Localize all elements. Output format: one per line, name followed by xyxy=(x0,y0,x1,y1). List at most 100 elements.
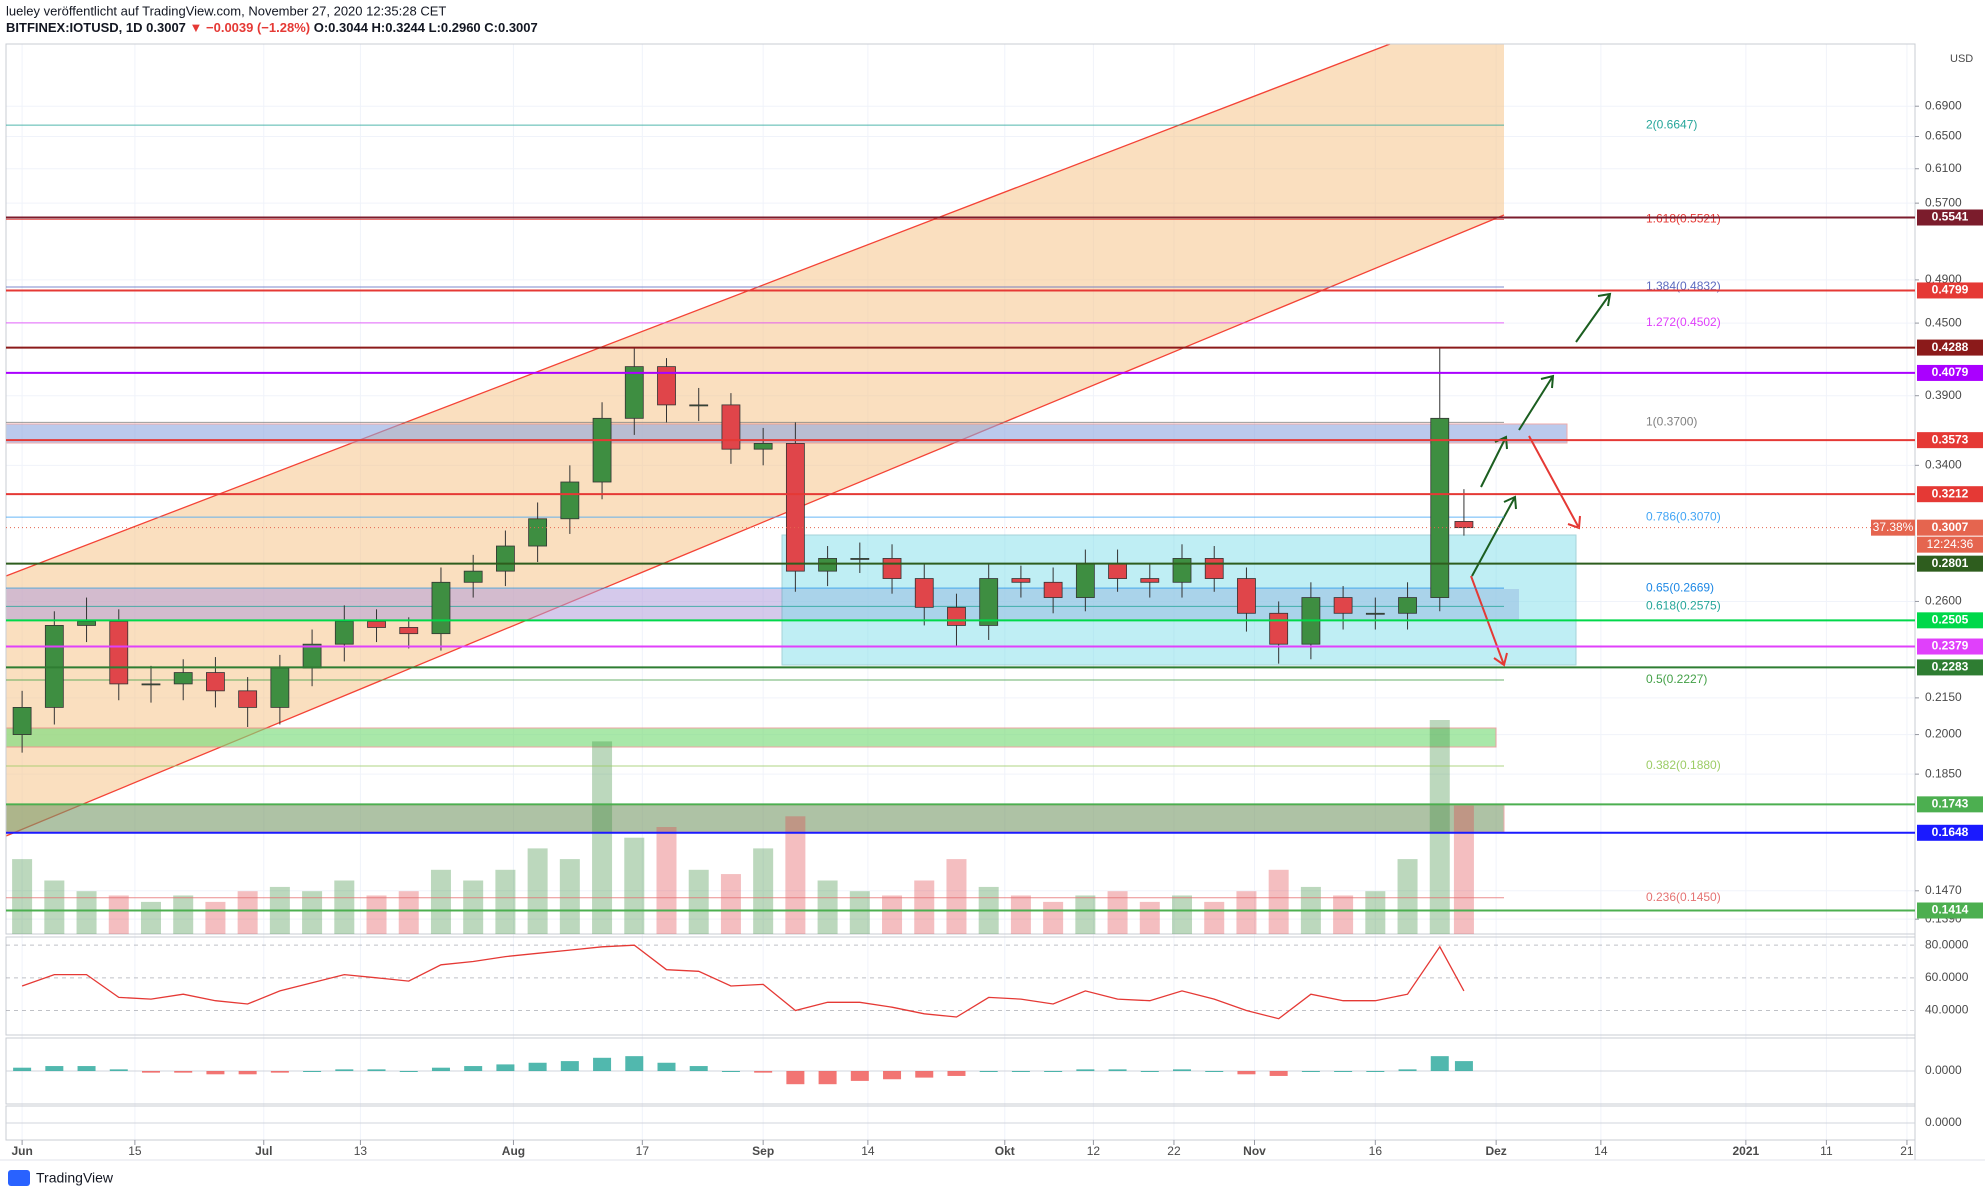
macd-bar xyxy=(979,1071,998,1072)
candle-body xyxy=(947,606,966,626)
macd-bar xyxy=(754,1071,773,1073)
y-tick-label: 0.2000 xyxy=(1925,727,1962,741)
candle-body xyxy=(560,481,580,520)
symbol-line: BITFINEX:IOTUSD, 1D 0.3007 ▼ −0.0039 (−1… xyxy=(6,20,538,35)
arrow xyxy=(1518,374,1555,431)
macd-bar xyxy=(560,1061,579,1071)
volume-bar xyxy=(720,874,741,934)
candle-body xyxy=(785,443,805,572)
volume-bar xyxy=(656,827,677,934)
macd-bar xyxy=(303,1071,322,1072)
candle-body xyxy=(1011,578,1031,583)
x-tick-label: Jul xyxy=(255,1144,272,1158)
volume-bar xyxy=(463,880,484,934)
volume-bar xyxy=(366,895,387,934)
fib-label: 1.272(0.4502) xyxy=(1646,315,1721,329)
y-tick-label: 0.5700 xyxy=(1925,195,1962,209)
macd-bar xyxy=(1076,1069,1095,1071)
candle-body xyxy=(1365,612,1385,615)
macd-bar xyxy=(1140,1071,1159,1072)
candle-body xyxy=(496,545,515,572)
level-label: 0.4799 xyxy=(1932,283,1969,297)
macd-bar xyxy=(689,1066,708,1071)
y-tick-label: 0.3900 xyxy=(1925,388,1962,402)
macd-bar xyxy=(13,1067,32,1071)
macd-bar xyxy=(593,1057,612,1071)
macd-bar xyxy=(77,1066,96,1071)
level-label-box xyxy=(1917,339,1983,356)
volume-bar xyxy=(173,895,194,934)
macd-bar xyxy=(496,1064,515,1071)
candle-body xyxy=(753,443,773,450)
macd-bar xyxy=(367,1069,386,1071)
x-tick-label: 21 xyxy=(1900,1144,1914,1158)
volume-bar xyxy=(1333,895,1354,934)
level-label: 0.2379 xyxy=(1932,639,1969,653)
candle-body xyxy=(721,404,741,450)
level-label-box xyxy=(1917,659,1983,676)
level-label-box xyxy=(1917,638,1983,655)
x-tick-label: 17 xyxy=(636,1144,650,1158)
y-tick-label: 0.4500 xyxy=(1925,315,1962,329)
candle-body xyxy=(1269,612,1289,645)
x-tick-label: Dez xyxy=(1485,1144,1506,1158)
candle-body xyxy=(431,581,451,635)
x-tick-label: Aug xyxy=(502,1144,525,1158)
rsi-tick-label: 60.0000 xyxy=(1925,970,1969,984)
macd-bar xyxy=(721,1071,740,1072)
currency: USD xyxy=(1950,53,1973,65)
candle-body xyxy=(1108,563,1127,579)
rsi-tick-label: 40.0000 xyxy=(1925,1003,1969,1017)
macd-bar xyxy=(528,1062,547,1071)
level-label: 0.4288 xyxy=(1932,340,1969,354)
candle-body xyxy=(12,707,32,735)
volume-bar xyxy=(527,848,548,934)
fib-label: 2(0.6647) xyxy=(1646,117,1697,131)
macd-bar xyxy=(109,1069,128,1071)
countdown-box xyxy=(1917,536,1983,553)
candle-body xyxy=(77,620,96,626)
macd-bar xyxy=(141,1071,160,1073)
level-label: 0.5541 xyxy=(1932,210,1969,224)
symbol: BITFINEX:IOTUSD, 1D xyxy=(6,20,143,35)
candle-body xyxy=(818,558,837,572)
volume-bar xyxy=(302,891,323,934)
y-tick-label: 0.6100 xyxy=(1925,161,1962,175)
candle-body xyxy=(1140,578,1160,583)
candle-body xyxy=(1398,597,1417,614)
x-tick-label: 22 xyxy=(1167,1144,1181,1158)
candle-body xyxy=(109,620,129,685)
candle-body xyxy=(914,578,934,608)
volume-bar xyxy=(592,741,613,934)
x-tick-label: 11 xyxy=(1820,1144,1833,1158)
volume-bar xyxy=(624,837,645,934)
macd-bar xyxy=(786,1071,805,1085)
volume-bar xyxy=(817,880,838,934)
candle-body xyxy=(1204,558,1224,579)
volume-bar xyxy=(1107,891,1128,934)
change: ▼ −0.0039 (−1.28%) xyxy=(190,20,311,35)
candle-body xyxy=(592,417,612,483)
macd-bar xyxy=(431,1067,450,1071)
volume-bar xyxy=(753,848,774,934)
x-tick-label: 2021 xyxy=(1732,1144,1759,1158)
macd-bar xyxy=(1011,1071,1030,1072)
volume-bar xyxy=(882,895,903,934)
volume-bar xyxy=(237,891,258,934)
change-box xyxy=(1871,519,1915,536)
level-label-box xyxy=(1917,902,1983,919)
candle-body xyxy=(1454,521,1474,529)
y-tick-label: 0.3400 xyxy=(1925,457,1962,471)
macd-bar xyxy=(1430,1056,1449,1071)
level-label-box xyxy=(1917,486,1983,503)
x-tick-label: Nov xyxy=(1243,1144,1266,1158)
logo xyxy=(8,1170,30,1186)
y-tick-label: 0.2600 xyxy=(1925,594,1962,608)
candle-body xyxy=(624,366,644,419)
x-tick-label: Sep xyxy=(752,1144,774,1158)
macd-bar xyxy=(174,1071,193,1073)
volume-bar xyxy=(1010,895,1031,934)
level-label: 0.3212 xyxy=(1932,486,1969,500)
